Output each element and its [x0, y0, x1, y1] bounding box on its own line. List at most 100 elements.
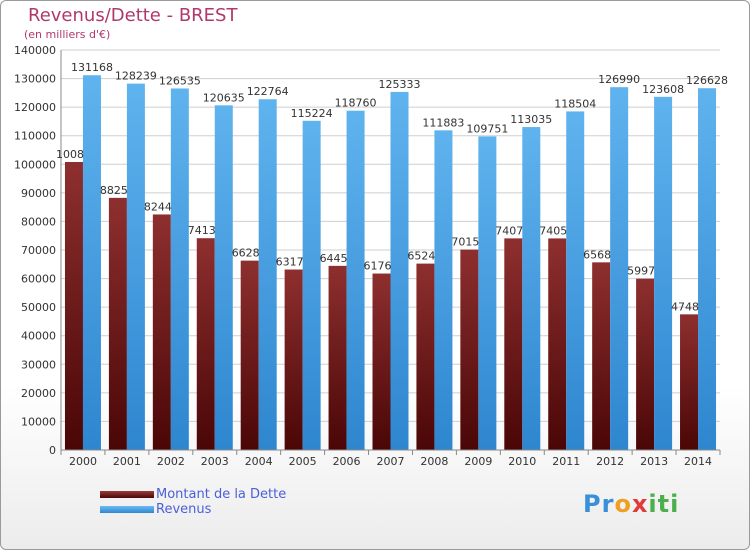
bar-dette	[196, 238, 215, 450]
bar-dette	[284, 269, 303, 450]
bar-revenus	[566, 111, 585, 450]
data-label-revenus: 120635	[203, 91, 245, 104]
x-tick-label: 2014	[684, 455, 712, 468]
data-labels: 1008 131168 8825 128239 8244 126535 7413 120635…	[56, 61, 728, 313]
bar-dette	[240, 260, 259, 450]
data-label-dette: 4748	[671, 300, 699, 313]
y-tick-label: 140000	[14, 44, 56, 57]
y-tick-label: 40000	[21, 330, 56, 343]
x-tick-label: 2006	[333, 455, 361, 468]
bar-revenus	[654, 96, 673, 450]
y-tick-label: 20000	[21, 387, 56, 400]
x-tick-label: 2008	[420, 455, 448, 468]
bar-dette	[460, 249, 479, 450]
y-tick-label: 80000	[21, 215, 56, 228]
x-tick-label: 2004	[245, 455, 273, 468]
bar-dette	[416, 263, 435, 450]
data-label-revenus: 115224	[291, 107, 333, 120]
bar-revenus	[698, 88, 717, 450]
y-tick-label: 50000	[21, 301, 56, 314]
y-tick-label: 30000	[21, 358, 56, 371]
legend-label-revenus: Revenus	[156, 502, 212, 517]
y-tick-label: 60000	[21, 273, 56, 286]
bar-revenus	[346, 110, 365, 450]
x-tick-label: 2010	[508, 455, 536, 468]
x-tick-label: 2012	[596, 455, 624, 468]
data-label-revenus: 111883	[422, 116, 464, 129]
legend-item-debt: Montant de la Dette	[100, 487, 286, 502]
data-label-dette: 6445	[320, 252, 348, 265]
bar-revenus	[478, 136, 497, 450]
bar-dette	[680, 314, 699, 450]
data-label-dette: 6176	[364, 260, 392, 273]
bar-dette	[328, 265, 347, 450]
y-tick-label: 0	[49, 444, 56, 457]
data-label-dette: 6628	[232, 247, 260, 260]
bar-dette	[636, 278, 655, 450]
bar-dette	[592, 262, 611, 450]
chart-subtitle: (en milliers d'€)	[24, 28, 111, 41]
data-label-dette: 7413	[188, 224, 216, 237]
y-tick-label: 70000	[21, 244, 56, 257]
bar-revenus	[434, 130, 453, 450]
axes: 0 10000 20000 30000 40000 50000 60000 70000 8000…	[14, 44, 721, 468]
data-label-dette: 8244	[144, 200, 172, 213]
y-tick-label: 120000	[14, 101, 56, 114]
x-tick-label: 2013	[640, 455, 668, 468]
data-label-revenus: 128239	[115, 70, 157, 83]
data-label-dette: 7405	[539, 224, 567, 237]
data-label-revenus: 126990	[598, 73, 640, 86]
data-label-revenus: 109751	[466, 122, 508, 135]
data-label-revenus: 125333	[379, 78, 421, 91]
data-label-revenus: 131168	[71, 61, 113, 74]
bars	[64, 75, 717, 451]
bar-revenus	[522, 127, 541, 451]
x-tick-label: 2003	[201, 455, 229, 468]
bar-revenus	[214, 105, 233, 450]
bar-revenus	[170, 88, 189, 450]
legend-label-debt: Montant de la Dette	[156, 487, 287, 502]
data-label-dette: 6317	[276, 256, 304, 269]
bar-revenus	[82, 75, 101, 450]
data-label-revenus: 118504	[554, 97, 596, 110]
x-tick-label: 2002	[157, 455, 185, 468]
legend-swatch-revenus	[100, 506, 154, 513]
x-tick-label: 2001	[113, 455, 141, 468]
bar-dette	[152, 214, 171, 450]
bar-revenus	[302, 120, 321, 450]
bar-revenus	[258, 99, 277, 450]
data-label-revenus: 123608	[642, 83, 684, 96]
x-tick-label: 2005	[289, 455, 317, 468]
data-label-revenus: 118760	[335, 97, 377, 110]
data-label-dette: 6568	[583, 248, 611, 261]
data-label-revenus: 126535	[159, 74, 201, 87]
proxiti-logo: Proxiti	[583, 490, 680, 518]
y-tick-label: 110000	[14, 130, 56, 143]
y-tick-label: 90000	[21, 187, 56, 200]
legend-swatch-debt	[100, 491, 154, 498]
data-label-dette: 8825	[100, 184, 128, 197]
bar-dette	[548, 238, 567, 450]
bar-revenus	[390, 91, 409, 451]
data-label-dette: 1008	[56, 148, 84, 161]
data-label-revenus: 113035	[510, 113, 552, 126]
bar-dette	[372, 273, 391, 450]
data-label-dette: 7015	[451, 236, 479, 249]
y-tick-label: 130000	[14, 73, 56, 86]
data-label-revenus: 122764	[247, 85, 289, 98]
data-label-dette: 5997	[627, 265, 655, 278]
x-tick-label: 2007	[377, 455, 405, 468]
data-label-dette: 7407	[495, 224, 523, 237]
y-tick-label: 10000	[21, 415, 56, 428]
chart-title: Revenus/Dette - BREST	[28, 5, 238, 26]
data-label-dette: 6524	[407, 250, 435, 263]
legend-item-revenus: Revenus	[100, 502, 211, 517]
data-label-revenus: 126628	[686, 74, 728, 87]
x-tick-label: 2009	[464, 455, 492, 468]
x-tick-label: 2000	[69, 455, 97, 468]
x-tick-label: 2011	[552, 455, 580, 468]
bar-revenus	[126, 83, 145, 451]
y-tick-label: 100000	[14, 158, 56, 171]
bar-revenus	[610, 87, 629, 451]
